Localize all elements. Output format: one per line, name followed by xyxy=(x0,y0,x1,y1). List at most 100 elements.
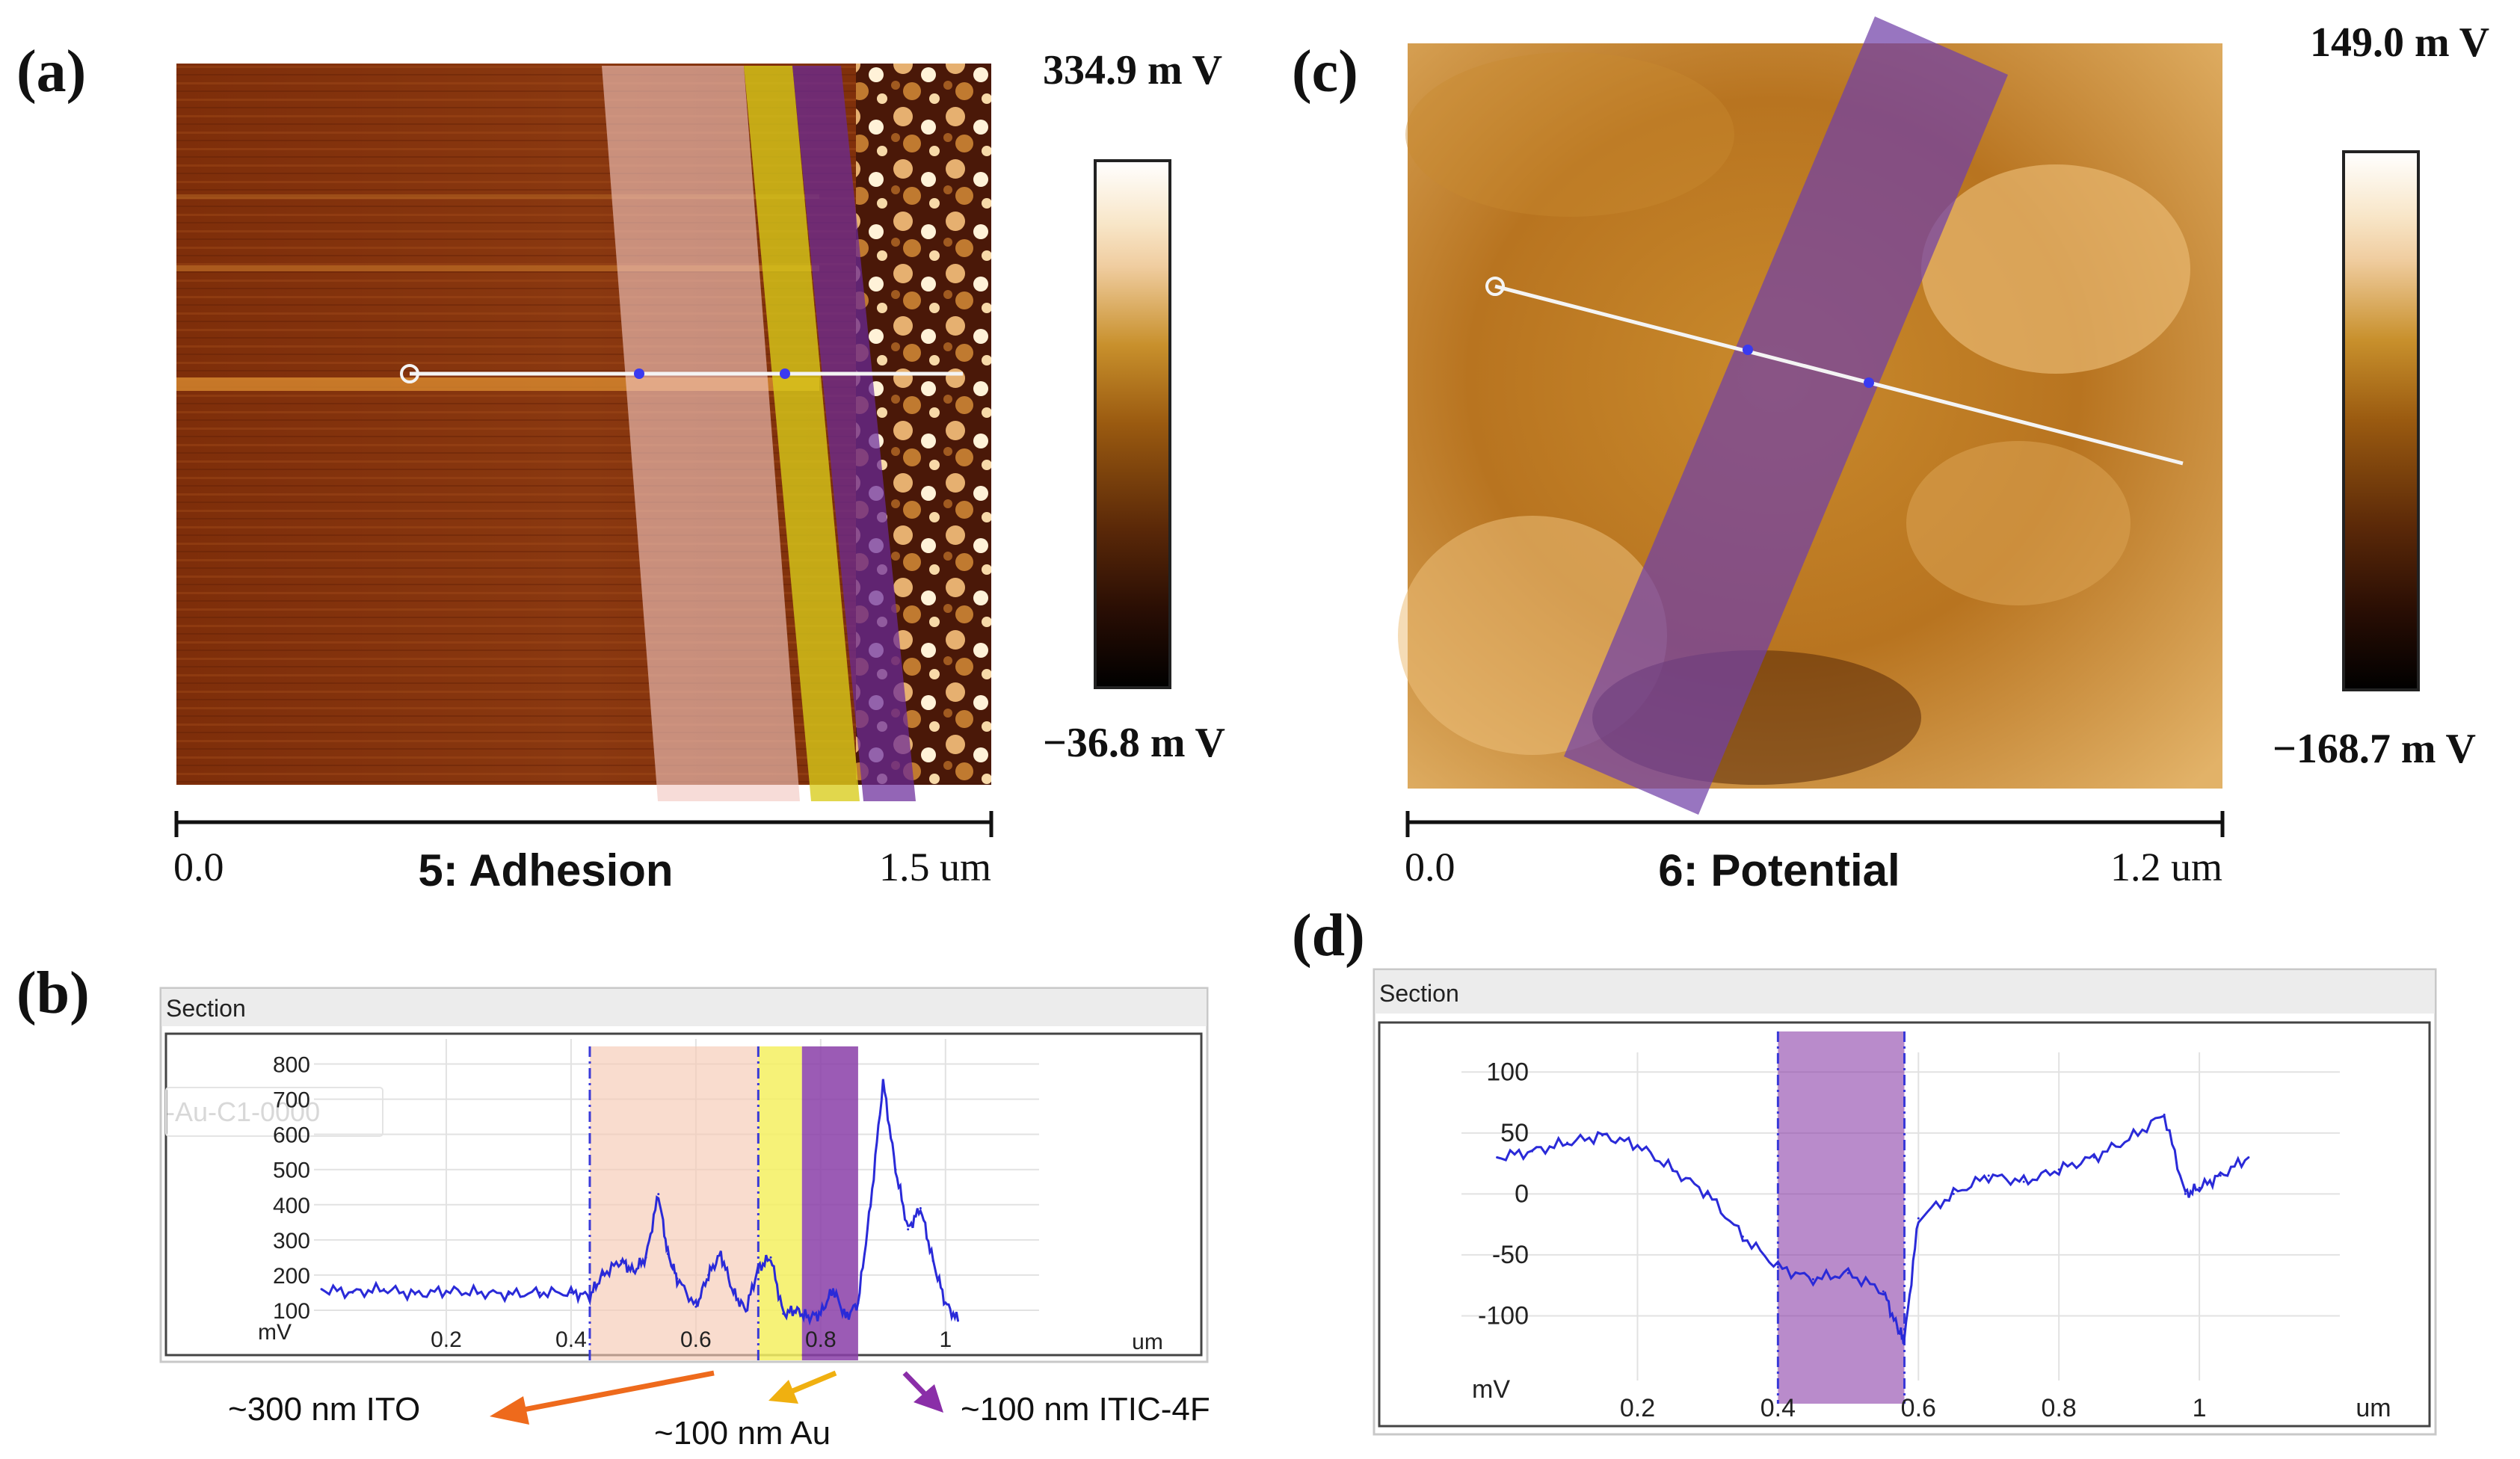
data-point xyxy=(570,1291,573,1294)
data-point xyxy=(620,1259,623,1262)
data-point xyxy=(869,1203,872,1206)
scale-bar-c xyxy=(1405,811,2225,837)
scale-start-c: 0.0 xyxy=(1405,845,1455,889)
region-band-itic-4f xyxy=(1778,1031,1905,1404)
annotation-itic: ~100 nm ITIC-4F xyxy=(961,1391,1210,1428)
x-tick-label: 1 xyxy=(2193,1394,2207,1422)
data-point xyxy=(1636,1144,1639,1147)
data-point xyxy=(2247,1156,2250,1159)
annotation-arrows xyxy=(490,1370,943,1425)
colorbar-c xyxy=(2342,150,2420,691)
data-point xyxy=(320,1288,323,1291)
data-point xyxy=(694,1305,697,1308)
data-point xyxy=(794,1309,797,1312)
data-point xyxy=(1776,1265,1779,1268)
annotation-ito: ~300 nm ITO xyxy=(228,1391,420,1428)
data-point xyxy=(1882,1290,1885,1293)
data-point xyxy=(644,1256,647,1259)
y-tick-label: 100 xyxy=(273,1299,310,1324)
x-axis-label: um xyxy=(1132,1330,1163,1354)
y-axis-label: mV xyxy=(258,1320,292,1345)
region-band-ito xyxy=(589,1046,759,1360)
colorbar-c-min: −168.7 m V xyxy=(2273,726,2476,772)
panel-c-title: 6: Potential xyxy=(1658,845,1900,895)
data-point xyxy=(351,1291,354,1294)
data-point xyxy=(382,1288,385,1291)
y-tick-label: -100 xyxy=(1478,1301,1529,1330)
x-tick-label: 0.6 xyxy=(1901,1394,1936,1422)
scale-start-a: 0.0 xyxy=(173,845,224,889)
data-point xyxy=(2219,1174,2222,1177)
x-tick-label: 0.6 xyxy=(680,1327,712,1352)
data-point xyxy=(1846,1271,1849,1274)
y-tick-label: 600 xyxy=(273,1123,310,1148)
section-header-b: Section xyxy=(166,995,246,1022)
data-point xyxy=(1601,1134,1604,1137)
data-point xyxy=(1741,1235,1744,1238)
data-point xyxy=(819,1313,822,1315)
y-tick-label: 200 xyxy=(273,1264,310,1289)
section-chart-b: 100 200 300 400 500 600 700 800 0.2 0.4 0.6 0.8 1 mV u… xyxy=(258,1039,1163,1360)
panel-c-label: (c) xyxy=(1292,39,1358,105)
colorbar-c-max: 149.0 m V xyxy=(2310,19,2489,66)
section-line-c xyxy=(1485,277,2184,466)
au-overlay xyxy=(744,66,860,801)
x-tick-label: 0.8 xyxy=(2042,1394,2077,1422)
data-point xyxy=(2163,1113,2166,1116)
section-chart-d: 100 50 0 -50 -100 0.2 0.4 0.6 0.8 1 mV um xyxy=(1461,1031,2391,1422)
x-tick-label: 0.8 xyxy=(805,1327,837,1352)
data-point xyxy=(588,1295,591,1298)
x-tick-label: 1 xyxy=(939,1327,952,1352)
data-point xyxy=(632,1270,635,1273)
data-point xyxy=(782,1313,785,1315)
data-point xyxy=(476,1291,479,1294)
data-point xyxy=(1811,1278,1814,1281)
y-tick-label: 800 xyxy=(273,1053,310,1078)
ghost-label-box xyxy=(165,1087,383,1137)
panel-b-label: (b) xyxy=(16,960,90,1026)
annotation-au: ~100 nm Au xyxy=(654,1415,831,1452)
data-point xyxy=(1671,1168,1674,1171)
data-point xyxy=(445,1289,448,1292)
data-point xyxy=(1917,1217,1920,1220)
scale-end-c: 1.2 um xyxy=(2110,845,2222,889)
data-point xyxy=(657,1193,660,1196)
y-axis-label: mV xyxy=(1472,1375,1510,1404)
data-point xyxy=(1896,1327,1899,1330)
data-point xyxy=(807,1315,810,1318)
data-point xyxy=(732,1291,735,1294)
ghost-label: -Au-C1-0000 xyxy=(166,1096,320,1127)
data-point xyxy=(907,1228,910,1231)
y-tick-label: -50 xyxy=(1492,1241,1529,1269)
ito-overlay xyxy=(602,66,800,801)
data-point xyxy=(745,1309,748,1312)
data-point xyxy=(601,1274,604,1277)
data-point xyxy=(881,1080,884,1083)
data-point xyxy=(2184,1192,2187,1195)
y-tick-label: 500 xyxy=(273,1159,310,1183)
y-tick-label: 400 xyxy=(273,1194,310,1218)
data-point xyxy=(1903,1339,1906,1342)
colorbar-a xyxy=(1094,159,1171,689)
data-point xyxy=(844,1315,847,1318)
region-band-itic-4f xyxy=(801,1046,858,1360)
data-point xyxy=(1987,1174,1990,1177)
data-point xyxy=(956,1319,959,1322)
data-point xyxy=(2022,1180,2025,1183)
data-point xyxy=(931,1259,934,1262)
y-tick-label: 700 xyxy=(273,1088,310,1113)
y-tick-label: 100 xyxy=(1486,1058,1529,1086)
y-tick-label: 300 xyxy=(273,1229,310,1253)
data-point xyxy=(666,1253,669,1256)
data-point xyxy=(894,1168,897,1171)
itic-overlay xyxy=(792,66,916,801)
x-tick-label: 0.4 xyxy=(1760,1394,1796,1422)
data-point xyxy=(2128,1138,2131,1141)
series-line xyxy=(321,1079,959,1326)
y-tick-label: 0 xyxy=(1515,1179,1529,1208)
x-tick-label: 0.4 xyxy=(555,1327,587,1352)
data-point xyxy=(1952,1192,1955,1195)
panel-a-title: 5: Adhesion xyxy=(418,845,673,895)
section-header-d: Section xyxy=(1379,980,1459,1007)
